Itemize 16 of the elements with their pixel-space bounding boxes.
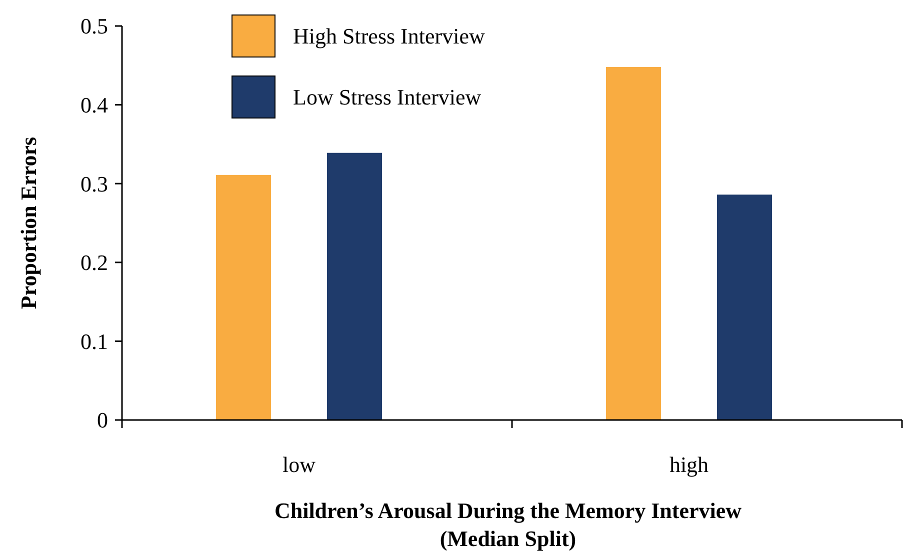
x-tick-label: high [669,452,709,477]
y-tick-label: 0.2 [80,250,108,276]
bar [717,194,772,420]
bar [606,66,661,420]
x-tick-label: low [282,452,316,477]
y-tick-label: 0 [97,408,108,433]
y-axis-title: Proportion Errors [16,136,41,310]
bar [216,174,271,420]
legend-label: Low Stress Interview [293,84,482,110]
y-tick-label: 0.3 [80,171,108,196]
bar [327,152,382,420]
x-axis-title: Children’s Arousal During the Memory Interview (Median Split) [274,498,742,551]
legend-label: High Stress Interview [293,24,485,49]
y-tick-label: 0.4 [80,92,108,118]
y-tick-label: 0.5 [80,14,108,39]
y-tick-label: 0.1 [80,328,108,354]
